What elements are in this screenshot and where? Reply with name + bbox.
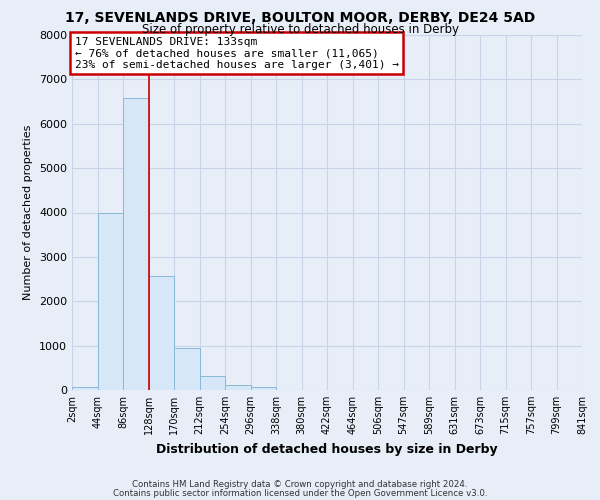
Text: Contains HM Land Registry data © Crown copyright and database right 2024.: Contains HM Land Registry data © Crown c… bbox=[132, 480, 468, 489]
Text: 17 SEVENLANDS DRIVE: 133sqm
← 76% of detached houses are smaller (11,065)
23% of: 17 SEVENLANDS DRIVE: 133sqm ← 76% of det… bbox=[74, 37, 398, 70]
Text: 17, SEVENLANDS DRIVE, BOULTON MOOR, DERBY, DE24 5AD: 17, SEVENLANDS DRIVE, BOULTON MOOR, DERB… bbox=[65, 11, 535, 25]
Bar bbox=[97, 214, 123, 390]
Bar bbox=[251, 387, 276, 390]
Text: Size of property relative to detached houses in Derby: Size of property relative to detached ho… bbox=[142, 22, 458, 36]
Bar bbox=[149, 276, 174, 390]
Y-axis label: Number of detached properties: Number of detached properties bbox=[23, 125, 34, 300]
X-axis label: Distribution of detached houses by size in Derby: Distribution of detached houses by size … bbox=[156, 442, 498, 456]
Text: Contains public sector information licensed under the Open Government Licence v3: Contains public sector information licen… bbox=[113, 489, 487, 498]
Bar bbox=[174, 348, 199, 390]
Bar bbox=[123, 98, 149, 390]
Bar bbox=[199, 376, 225, 390]
Bar bbox=[72, 387, 97, 390]
Bar bbox=[225, 385, 251, 390]
